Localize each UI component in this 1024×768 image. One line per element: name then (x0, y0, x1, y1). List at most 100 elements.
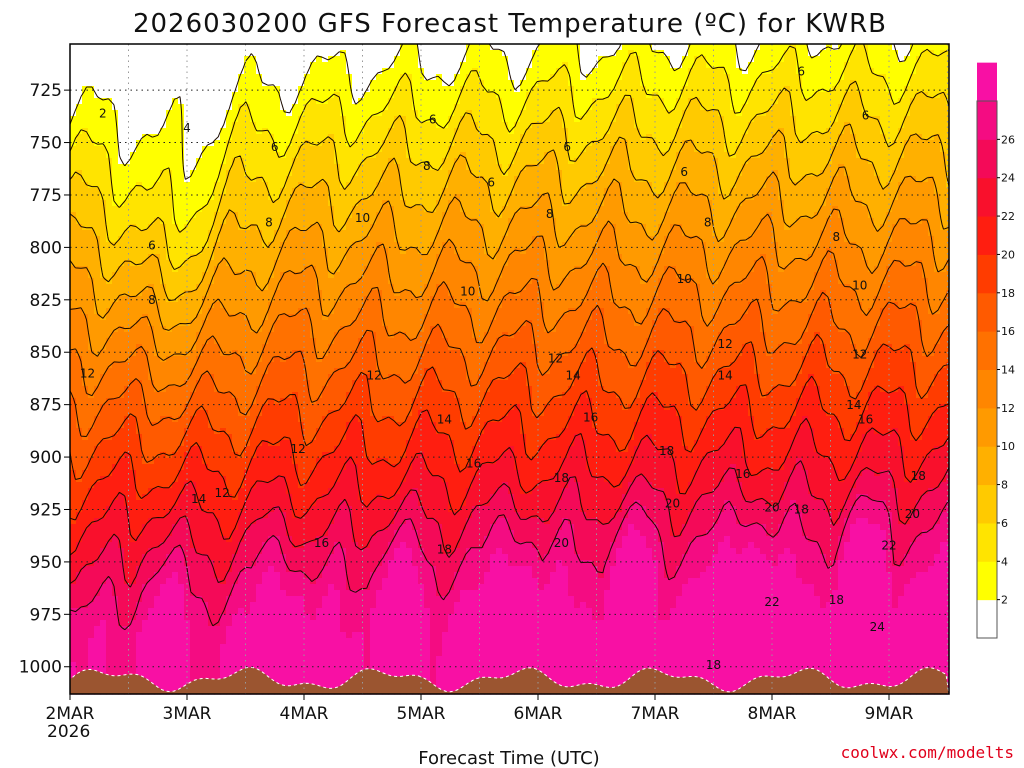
temperature-cell (148, 80, 155, 87)
temperature-cell (316, 92, 323, 99)
temperature-cell (292, 422, 299, 429)
temperature-cell (70, 146, 77, 153)
temperature-cell (280, 50, 287, 57)
temperature-cell (268, 428, 275, 435)
temperature-cell (238, 632, 245, 639)
temperature-cell (76, 314, 83, 321)
temperature-cell (100, 278, 107, 285)
temperature-cell (88, 128, 95, 135)
temperature-cell (166, 590, 173, 597)
temperature-cell (154, 92, 161, 99)
temperature-cell (94, 596, 101, 603)
temperature-cell (298, 146, 305, 153)
temperature-cell (274, 668, 281, 675)
temperature-cell (124, 614, 131, 621)
temperature-cell (154, 572, 161, 579)
temperature-cell (136, 98, 143, 105)
temperature-cell (262, 404, 269, 411)
temperature-cell (292, 494, 299, 501)
temperature-cell (118, 482, 125, 489)
temperature-cell (172, 176, 179, 183)
temperature-cell (220, 362, 227, 369)
temperature-cell (298, 332, 305, 339)
temperature-cell (94, 320, 101, 327)
temperature-cell (166, 290, 173, 297)
temperature-cell (148, 158, 155, 165)
temperature-cell (280, 110, 287, 117)
temperature-cell (268, 458, 275, 465)
temperature-cell (250, 320, 257, 327)
temperature-cell (160, 296, 167, 303)
temperature-cell (142, 644, 149, 651)
temperature-cell (244, 596, 251, 603)
temperature-cell (112, 548, 119, 555)
temperature-cell (196, 614, 203, 621)
temperature-cell (238, 314, 245, 321)
temperature-cell (76, 254, 83, 261)
temperature-cell (238, 164, 245, 171)
temperature-cell (190, 674, 197, 681)
temperature-cell (190, 602, 197, 609)
temperature-cell (130, 506, 137, 513)
temperature-cell (130, 482, 137, 489)
temperature-cell (280, 296, 287, 303)
temperature-cell (226, 152, 233, 159)
temperature-cell (202, 320, 209, 327)
temperature-cell (274, 74, 281, 81)
temperature-cell (292, 296, 299, 303)
temperature-cell (118, 152, 125, 159)
temperature-cell (190, 500, 197, 507)
temperature-cell (244, 104, 251, 111)
temperature-cell (286, 260, 293, 267)
temperature-cell (190, 524, 197, 531)
temperature-cell (298, 50, 305, 57)
temperature-cell (226, 482, 233, 489)
temperature-cell (202, 170, 209, 177)
temperature-cell (328, 326, 335, 333)
temperature-cell (298, 620, 305, 627)
temperature-cell (100, 74, 107, 81)
temperature-cell (178, 212, 185, 219)
temperature-cell (100, 488, 107, 495)
temperature-cell (130, 242, 137, 249)
temperature-cell (280, 236, 287, 243)
temperature-cell (304, 350, 311, 357)
temperature-cell (118, 374, 125, 381)
temperature-cell (214, 350, 221, 357)
temperature-cell (310, 626, 317, 633)
temperature-cell (310, 590, 317, 597)
temperature-cell (304, 626, 311, 633)
temperature-cell (184, 68, 191, 75)
temperature-cell (208, 152, 215, 159)
temperature-cell (328, 158, 335, 165)
temperature-cell (124, 608, 131, 615)
temperature-cell (280, 284, 287, 291)
temperature-cell (214, 662, 221, 669)
temperature-cell (244, 446, 251, 453)
temperature-cell (232, 170, 239, 177)
temperature-cell (130, 584, 137, 591)
temperature-cell (160, 344, 167, 351)
temperature-cell (256, 626, 263, 633)
temperature-cell (286, 452, 293, 459)
temperature-cell (196, 80, 203, 87)
temperature-cell (70, 218, 77, 225)
temperature-cell (334, 146, 341, 153)
temperature-cell (124, 446, 131, 453)
temperature-cell (268, 590, 275, 597)
temperature-cell (328, 680, 335, 687)
temperature-cell (256, 464, 263, 471)
temperature-cell (190, 428, 197, 435)
temperature-cell (274, 410, 281, 417)
temperature-cell (100, 476, 107, 483)
temperature-cell (238, 134, 245, 141)
temperature-cell (244, 368, 251, 375)
temperature-cell (340, 284, 347, 291)
temperature-cell (310, 116, 317, 123)
temperature-cell (208, 188, 215, 195)
temperature-cell (130, 122, 137, 129)
temperature-cell (142, 56, 149, 63)
temperature-cell (136, 164, 143, 171)
temperature-cell (340, 494, 347, 501)
temperature-cell (292, 338, 299, 345)
